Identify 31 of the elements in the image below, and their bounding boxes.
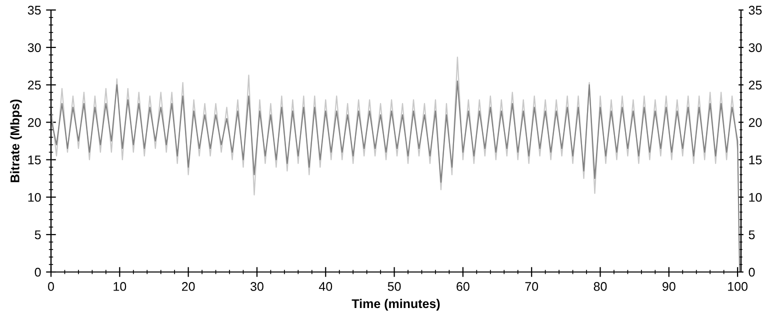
y-tick-label: 10 [28,192,41,202]
x-axis-title: Time (minutes) [352,298,440,311]
y2-tick-label: 0 [748,268,755,277]
y2-tick-label: 35 [748,6,762,15]
y2-tick-label: 10 [749,192,762,202]
y-tick-label: 20 [28,118,41,127]
y2-tick-label: 5 [748,230,755,240]
x-tick-label: 40 [318,282,332,291]
x-tick-label: 90 [662,282,676,291]
line-series [51,56,738,196]
x-tick-label: 50 [388,282,401,291]
y-tick-label: 35 [28,6,41,15]
x-tick-label: 10 [114,282,126,291]
x-tick-label: 80 [594,282,607,291]
x-tick-label: 20 [182,282,195,291]
y-tick-label: 30 [28,43,41,52]
y2-tick-label: 25 [748,80,762,90]
x-tick-label: 30 [250,282,264,291]
y2-tick-label: 30 [748,43,762,52]
y2-tick-label: 20 [748,118,762,127]
y-axis-title: Bitrate (Mbps) [10,100,22,182]
y2-tick-label: 15 [749,156,762,164]
y-tick-label: 0 [34,268,41,277]
x-tick-label: 60 [456,282,470,291]
x-tick-label: 70 [525,282,538,291]
x-tick-label: 0 [48,282,54,291]
y-tick-label: 5 [34,230,41,240]
y-tick-label: 25 [28,80,41,90]
line-series [51,80,740,272]
x-tick-label: 100 [728,282,748,291]
y-tick-label: 15 [28,156,41,164]
